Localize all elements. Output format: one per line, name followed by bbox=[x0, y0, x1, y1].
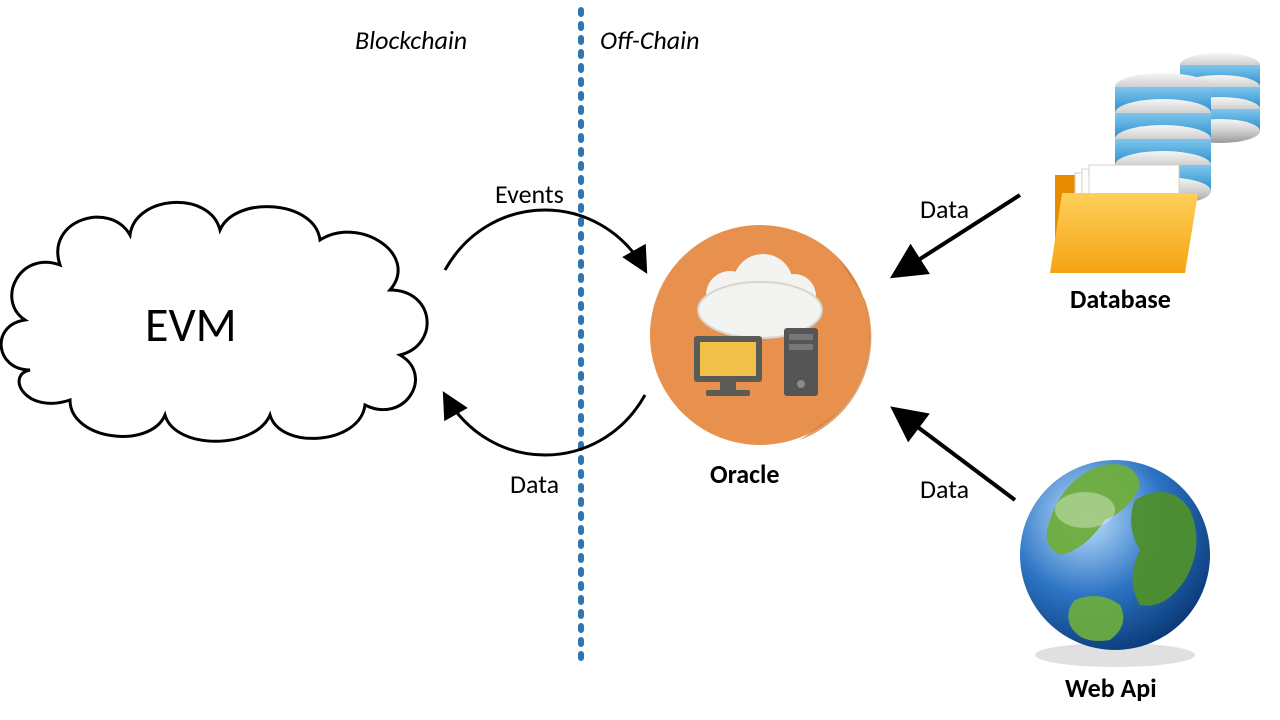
edge-data-back-label: Data bbox=[510, 468, 559, 500]
database-icon bbox=[1050, 53, 1260, 273]
diagram-svg bbox=[0, 0, 1280, 720]
globe-icon bbox=[1020, 460, 1210, 667]
edge-events-label: Events bbox=[495, 178, 564, 210]
section-offchain-label: Off-Chain bbox=[600, 24, 699, 56]
edge-data-back bbox=[445, 395, 645, 455]
oracle-node bbox=[650, 225, 871, 445]
edge-db-data-label: Data bbox=[920, 193, 969, 225]
evm-label: EVM bbox=[145, 295, 237, 354]
oracle-label: Oracle bbox=[710, 458, 779, 490]
edge-api-data-label: Data bbox=[920, 473, 969, 505]
server-icon bbox=[784, 328, 818, 396]
section-blockchain-label: Blockchain bbox=[355, 24, 467, 56]
folder-icon bbox=[1050, 165, 1198, 273]
database-label: Database bbox=[1070, 283, 1171, 315]
edge-events bbox=[445, 210, 645, 270]
diagram-stage: Blockchain Off-Chain EVM Oracle Database… bbox=[0, 0, 1280, 720]
webapi-label: Web Api bbox=[1065, 672, 1157, 704]
